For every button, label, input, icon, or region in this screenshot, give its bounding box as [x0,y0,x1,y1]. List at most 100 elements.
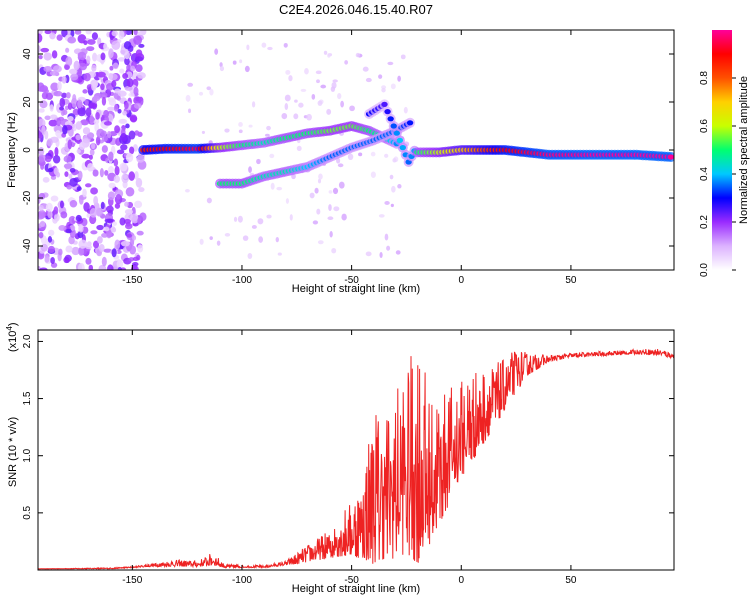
snr-y-axis-label: SNR (10 * v/v) [7,417,19,487]
heatmap-cell [107,264,114,270]
snr-series [38,348,674,570]
heatmap-cell [275,236,279,243]
heatmap-cell [91,81,97,92]
heatmap-cell [79,141,86,151]
heatmap-cell [38,204,44,211]
heatmap-cell [49,70,59,76]
heatmap-cell [320,84,327,89]
heatmap-cell [238,121,243,127]
heatmap-cell [387,116,394,122]
heatmap-cell [120,144,128,151]
heatmap-cell [337,163,344,168]
heatmap-cell [365,77,372,83]
heatmap-cell [89,148,95,156]
heatmap-cell [45,202,53,212]
heatmap-cell [88,102,97,109]
heatmap-cell [69,168,76,173]
heatmap-cell [317,178,322,184]
heatmap-cell [397,184,402,189]
heatmap-cell [106,32,111,38]
heatmap-cell [332,79,338,83]
heatmap-cell [214,48,219,55]
heatmap-cell [78,262,85,270]
heatmap-cell [101,134,108,142]
heatmap-cell [384,233,389,241]
heatmap-cell [344,60,349,65]
heatmap-cell [330,86,336,92]
heatmap-cell [134,170,139,180]
heatmap-cell [317,240,324,245]
heatmap-cell [390,83,396,90]
heatmap-cell [38,209,46,220]
x-tick-label: -100 [232,275,252,286]
heatmap-cell [100,91,108,99]
heatmap-cell [85,257,92,265]
heatmap-cell [379,252,383,259]
heatmap-cell [54,146,59,157]
heatmap-cell [113,104,119,112]
heatmap-cell [44,115,51,121]
heatmap-cell [323,50,328,55]
heatmap-cell [61,75,67,84]
heatmap-cell [124,223,133,230]
heatmap-cell [119,217,126,226]
heatmap-cell [209,236,213,240]
heatmap-cell [77,107,86,117]
heatmap-cell [381,101,388,107]
heatmap-cell [82,127,91,135]
heatmap-cell [85,244,93,250]
heatmap-cell [133,35,143,46]
heatmap-cell [92,95,101,102]
heatmap-cell [365,251,372,257]
heatmap-track-rising-branch [364,99,420,167]
heatmap-cell [71,246,80,256]
y-tick-label: -20 [22,190,33,205]
heatmap-cell [135,49,143,57]
heatmap-cell [133,86,139,96]
heatmap-cell [93,195,99,206]
heatmap-cell [108,166,114,174]
heatmap-cell [667,154,674,160]
heatmap-cell [95,136,101,146]
heatmap-cell [332,187,339,195]
heatmap-cell [184,188,190,193]
spectrogram-y-ticks: -40 -20 0 20 40 [22,48,674,253]
spectrogram-panel: -150 -100 -50 0 50 -40 -20 0 20 40 Height of str… [6,29,675,295]
heatmap-cell [62,125,68,135]
heatmap-cell [239,59,243,64]
heatmap-cell [119,119,127,124]
heatmap-cell [50,256,55,265]
heatmap-cell [315,70,322,75]
heatmap-cell [69,68,78,75]
heatmap-cell [124,201,129,207]
heatmap-cell [85,30,92,35]
heatmap-cell [116,149,125,155]
spectrogram-y-axis-label: Frequency (Hz) [6,112,18,188]
heatmap-cell [246,44,250,51]
heatmap-cell [126,64,131,72]
heatmap-cell [101,145,108,153]
x-tick-label: -150 [122,275,142,286]
heatmap-cell [355,52,361,58]
heatmap-cell [42,176,50,183]
heatmap-cell [40,243,48,252]
heatmap-cell [59,97,66,108]
heatmap-cell [137,72,146,79]
heatmap-cell [132,256,140,262]
heatmap-cell [107,191,115,201]
heatmap-cell [137,244,144,253]
heatmap-cell [41,125,46,136]
heatmap-cell [206,86,212,91]
heatmap-cell [107,106,116,111]
heatmap-cell [38,156,45,163]
heatmap-cell [115,193,122,201]
snr-y-ticks: 0.5 1.0 1.5 2.0 [22,334,674,520]
heatmap-cell [53,206,59,215]
heatmap-cell [393,130,400,136]
heatmap-cell [316,208,321,215]
heatmap-cell [85,107,92,117]
heatmap-cell [129,245,137,255]
heatmap-cell [78,239,88,249]
heatmap-cell [58,248,63,256]
heatmap-cell [70,73,79,81]
